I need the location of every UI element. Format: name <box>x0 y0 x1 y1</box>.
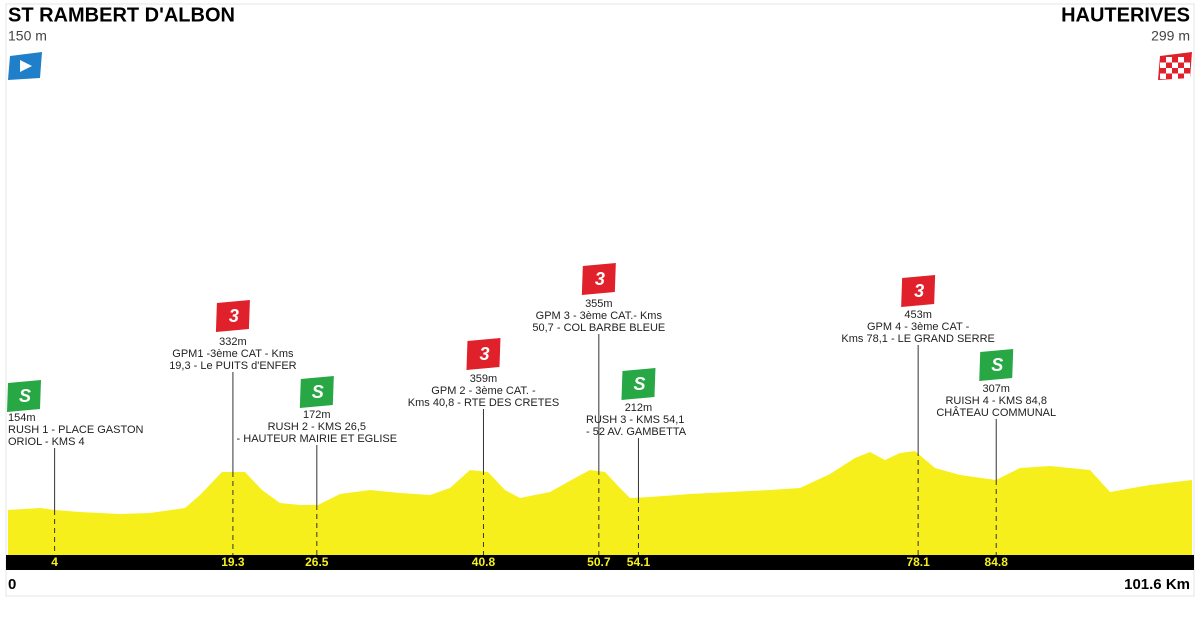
marker-altitude: 359m <box>470 373 498 385</box>
marker-description: RUSH 2 - KMS 26,5 <box>268 421 366 433</box>
km-label: 26.5 <box>305 555 329 569</box>
flag-cell <box>1172 62 1178 68</box>
badge-label: S <box>633 374 645 394</box>
finish-altitude: 299 m <box>1151 28 1190 44</box>
km-label: 54.1 <box>627 555 651 569</box>
badge-label: S <box>312 382 324 402</box>
axis-end-value: 101.6 <box>1124 576 1162 593</box>
km-label: 40.8 <box>472 555 496 569</box>
km-label: 19.3 <box>221 555 245 569</box>
marker-description: 19,3 - Le PUITS d'ENFER <box>169 360 296 372</box>
badge-label: 3 <box>229 306 239 326</box>
sprint-badge <box>7 380 41 412</box>
marker-description: Kms 40,8 - RTE DES CRETES <box>408 397 559 409</box>
axis-unit: Km <box>1166 576 1190 593</box>
marker-description: GPM 2 - 3ème CAT. - <box>431 385 536 397</box>
marker-description: GPM 3 - 3ème CAT.- Kms <box>536 310 663 322</box>
flag-cell <box>1178 57 1184 63</box>
climb-badge <box>581 263 616 295</box>
elevation-profile <box>8 451 1192 555</box>
marker-description: RUSH 3 - KMS 54,1 <box>586 414 684 426</box>
marker-altitude: 172m <box>303 409 331 421</box>
flag-cell <box>1166 68 1172 74</box>
sprint-badge <box>299 376 334 408</box>
axis-end: 101.6 Km <box>1124 576 1190 593</box>
marker-description: RUISH 4 - KMS 84,8 <box>945 395 1046 407</box>
climb-badge <box>901 275 936 307</box>
marker-description: GPM 4 - 3ème CAT - <box>867 321 970 333</box>
flag-cell <box>1172 73 1178 79</box>
flag-cell <box>1160 62 1166 68</box>
flag-cell <box>1178 68 1184 74</box>
finish-name: HAUTERIVES <box>1061 4 1190 26</box>
km-label: 78.1 <box>906 555 930 569</box>
finish-flag <box>1158 52 1192 80</box>
climb-badge <box>466 338 501 370</box>
badge-label: 3 <box>914 281 924 301</box>
marker-description: 50,7 - COL BARBE BLEUE <box>532 322 665 334</box>
badge-label: S <box>991 355 1003 375</box>
climb-badge <box>215 300 250 332</box>
axis-start: 0 <box>8 576 16 593</box>
sprint-badge <box>979 349 1014 381</box>
badge-label: 3 <box>595 269 605 289</box>
marker-description: RUSH 1 - PLACE GASTON <box>8 424 144 436</box>
km-label: 84.8 <box>985 555 1009 569</box>
marker-description: - 52 AV. GAMBETTA <box>586 426 687 438</box>
km-bar <box>6 555 1194 570</box>
marker-description: ORIOL - KMS 4 <box>8 436 85 448</box>
marker-description: CHÂTEAU COMMUNAL <box>936 406 1056 419</box>
km-label: 4 <box>51 555 58 569</box>
marker-altitude: 154m <box>8 412 36 424</box>
flag-cell <box>1160 73 1166 79</box>
start-altitude: 150 m <box>8 28 47 44</box>
marker-altitude: 355m <box>585 298 613 310</box>
marker-altitude: 212m <box>625 402 653 414</box>
frame <box>5 3 1195 597</box>
flag-cell <box>1184 73 1190 79</box>
marker-description: Kms 78,1 - LE GRAND SERRE <box>841 333 994 345</box>
badge-label: S <box>19 386 31 406</box>
marker-altitude: 453m <box>904 309 932 321</box>
km-label: 50.7 <box>587 555 611 569</box>
marker-description: - HAUTEUR MAIRIE ET EGLISE <box>237 433 398 445</box>
flag-cell <box>1166 57 1172 63</box>
marker-altitude: 332m <box>219 336 247 348</box>
flag-cell <box>1184 62 1190 68</box>
badge-label: 3 <box>479 344 489 364</box>
start-flag <box>8 52 42 80</box>
marker-altitude: 307m <box>982 383 1010 395</box>
marker-description: GPM1 -3ème CAT - Kms <box>172 348 294 360</box>
sprint-badge <box>621 368 656 400</box>
start-name: ST RAMBERT D'ALBON <box>8 4 235 26</box>
